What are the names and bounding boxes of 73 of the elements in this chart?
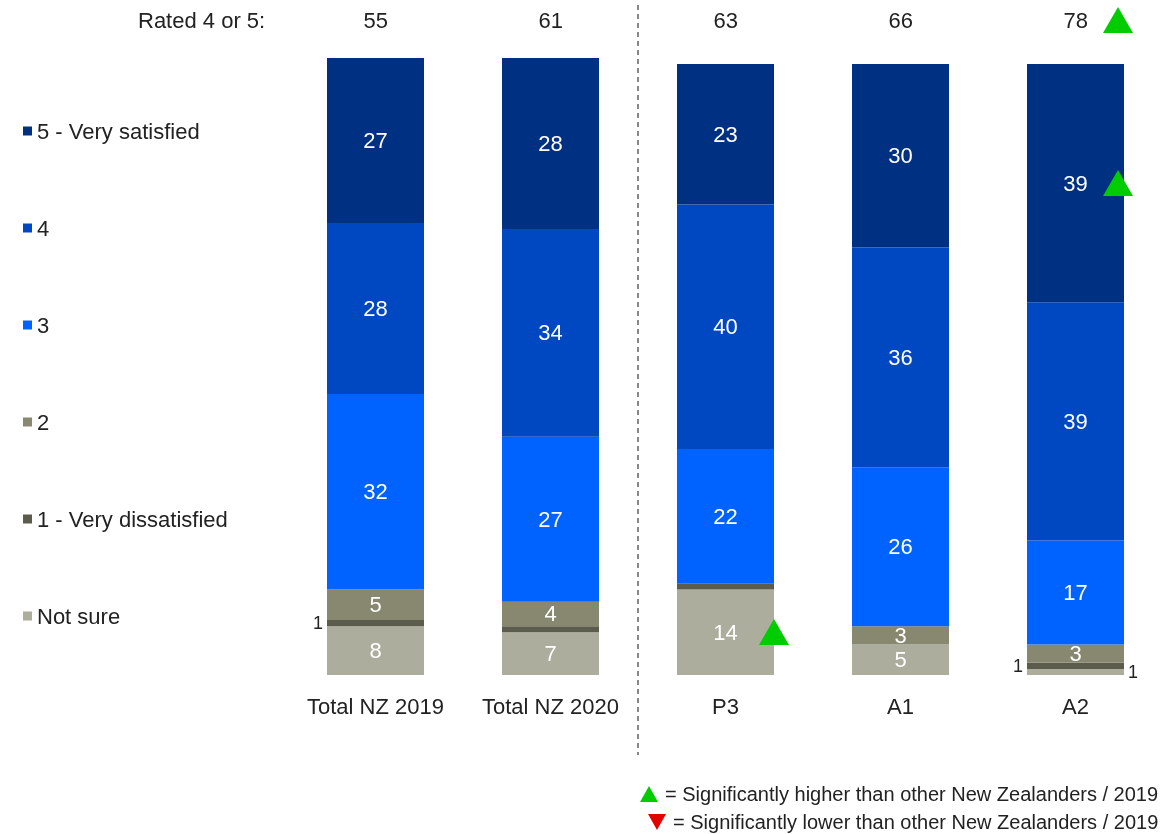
data-label: 34: [538, 320, 563, 346]
bar: [327, 222, 424, 394]
legend-label: 3: [37, 312, 50, 338]
text: Rated 4 or 5:: [138, 8, 266, 34]
x-tick-label: P3: [712, 693, 739, 719]
data-label: 4: [544, 601, 557, 627]
data-label: 8: [369, 638, 382, 664]
data-label: 1: [1128, 661, 1139, 682]
data-label: 30: [888, 143, 913, 169]
text: = Significantly higher than other New Zealanders / 2019: [665, 782, 1159, 806]
bar: [852, 247, 949, 468]
data-label: 28: [363, 295, 388, 321]
data-label: 26: [888, 534, 913, 560]
bar: [852, 644, 949, 675]
bar: [327, 589, 424, 621]
data-label: 1: [312, 613, 323, 634]
bar: [852, 467, 949, 627]
text: = Significantly lower than other New Zealanders / 2019: [673, 810, 1159, 834]
text: 78: [1063, 8, 1088, 34]
bar: [502, 58, 599, 230]
legend-label: 4: [37, 215, 50, 241]
bar: [677, 583, 774, 590]
x-tick-label: Total NZ 2020: [482, 693, 619, 719]
text: 63: [713, 8, 738, 34]
x-tick-label: A2: [1062, 693, 1089, 719]
data-label: 7: [544, 641, 557, 667]
bar: [502, 632, 599, 675]
bar: [1027, 662, 1124, 669]
bar: [502, 229, 599, 437]
data-label: 3: [1069, 641, 1082, 667]
data-label: 36: [888, 344, 913, 370]
bar: [677, 204, 774, 449]
data-label: 5: [369, 592, 382, 618]
legend-label: Not sure: [37, 603, 121, 629]
legend-label: 1 - Very dissatisfied: [37, 506, 228, 532]
bar: [852, 626, 949, 645]
bar: [1027, 540, 1124, 645]
bar: [327, 626, 424, 675]
data-label: 5: [894, 647, 907, 673]
bar: [677, 448, 774, 584]
bar: [327, 620, 424, 627]
data-label: 22: [713, 503, 738, 529]
data-label: 32: [363, 479, 388, 505]
bar: [502, 601, 599, 627]
data-label: 39: [1063, 170, 1088, 196]
bar: [502, 436, 599, 602]
legend-label: 5 - Very satisfied: [37, 118, 200, 144]
bar: [677, 64, 774, 205]
bar: [1027, 64, 1124, 303]
bar: [677, 589, 774, 675]
data-label: 27: [363, 127, 388, 153]
bar: [1027, 302, 1124, 541]
data-label: 28: [538, 131, 563, 157]
data-label: 27: [538, 506, 563, 532]
x-tick-label: Total NZ 2019: [307, 693, 444, 719]
data-label: 3: [894, 622, 907, 648]
text: 61: [538, 8, 563, 34]
x-tick-label: A1: [887, 693, 914, 719]
bar: [327, 58, 424, 223]
bar: [327, 393, 424, 590]
bar: [1027, 644, 1124, 663]
data-label: 17: [1063, 580, 1088, 606]
text: 66: [888, 8, 913, 34]
bar: [502, 626, 599, 633]
bar: [852, 64, 949, 248]
bar: [1027, 668, 1124, 675]
data-label: 1: [1012, 655, 1023, 676]
legend-label: 2: [37, 409, 50, 435]
data-label: 14: [713, 619, 738, 645]
data-label: 39: [1063, 408, 1088, 434]
text: 55: [363, 8, 388, 34]
data-label: 23: [713, 121, 738, 147]
data-label: 40: [713, 314, 738, 340]
